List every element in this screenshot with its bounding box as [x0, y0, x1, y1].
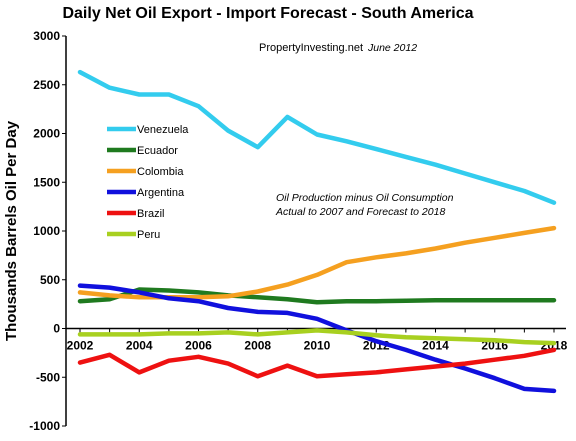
x-tick-label: 2010	[304, 339, 331, 353]
note-line-2: Actual to 2007 and Forecast to 2018	[275, 206, 445, 218]
source-date: June 2012	[367, 42, 417, 54]
y-tick-label: 3000	[33, 29, 60, 43]
x-tick-label: 2002	[67, 339, 94, 353]
series-layer	[77, 69, 557, 394]
legend-label-colombia: Colombia	[137, 166, 184, 178]
y-tick-label: 2500	[33, 78, 60, 92]
y-axis-ticks: -1000 -500 0 500 1000 1500 2000 2500 3000	[29, 29, 66, 433]
series-line-ecuador	[77, 287, 557, 305]
y-tick-label: 0	[53, 322, 60, 336]
series-line-peru	[77, 328, 557, 346]
series-line-brazil	[77, 347, 557, 379]
legend: Venezuela Ecuador Colombia Argentina Brazil P…	[107, 124, 189, 241]
source-name: PropertyInvesting.net	[259, 42, 363, 54]
legend-label-ecuador: Ecuador	[137, 145, 178, 157]
x-tick-label: 2014	[422, 339, 449, 353]
source-annotation: PropertyInvesting.net June 2012	[259, 42, 417, 54]
chart-title: Daily Net Oil Export - Import Forecast -…	[62, 5, 473, 22]
forecast-note: Oil Production minus Oil Consumption Act…	[275, 192, 454, 218]
y-tick-label: 2000	[33, 127, 60, 141]
y-tick-label: 1500	[33, 175, 60, 189]
series-line-argentina	[77, 283, 557, 394]
legend-label-venezuela: Venezuela	[137, 124, 189, 136]
y-tick-label: -1000	[29, 419, 60, 433]
x-tick-label: 2004	[126, 339, 153, 353]
y-axis-label: Thousands Barrels Oil Per Day	[3, 120, 20, 341]
y-tick-label: 500	[40, 273, 60, 287]
series-line-venezuela	[77, 69, 557, 205]
y-tick-label: -500	[36, 370, 60, 384]
legend-label-peru: Peru	[137, 229, 160, 241]
x-tick-label: 2006	[185, 339, 212, 353]
legend-label-argentina: Argentina	[137, 187, 185, 199]
y-tick-label: 1000	[33, 224, 60, 238]
note-line-1: Oil Production minus Oil Consumption	[276, 192, 454, 204]
legend-label-brazil: Brazil	[137, 208, 165, 220]
x-tick-label: 2008	[244, 339, 271, 353]
